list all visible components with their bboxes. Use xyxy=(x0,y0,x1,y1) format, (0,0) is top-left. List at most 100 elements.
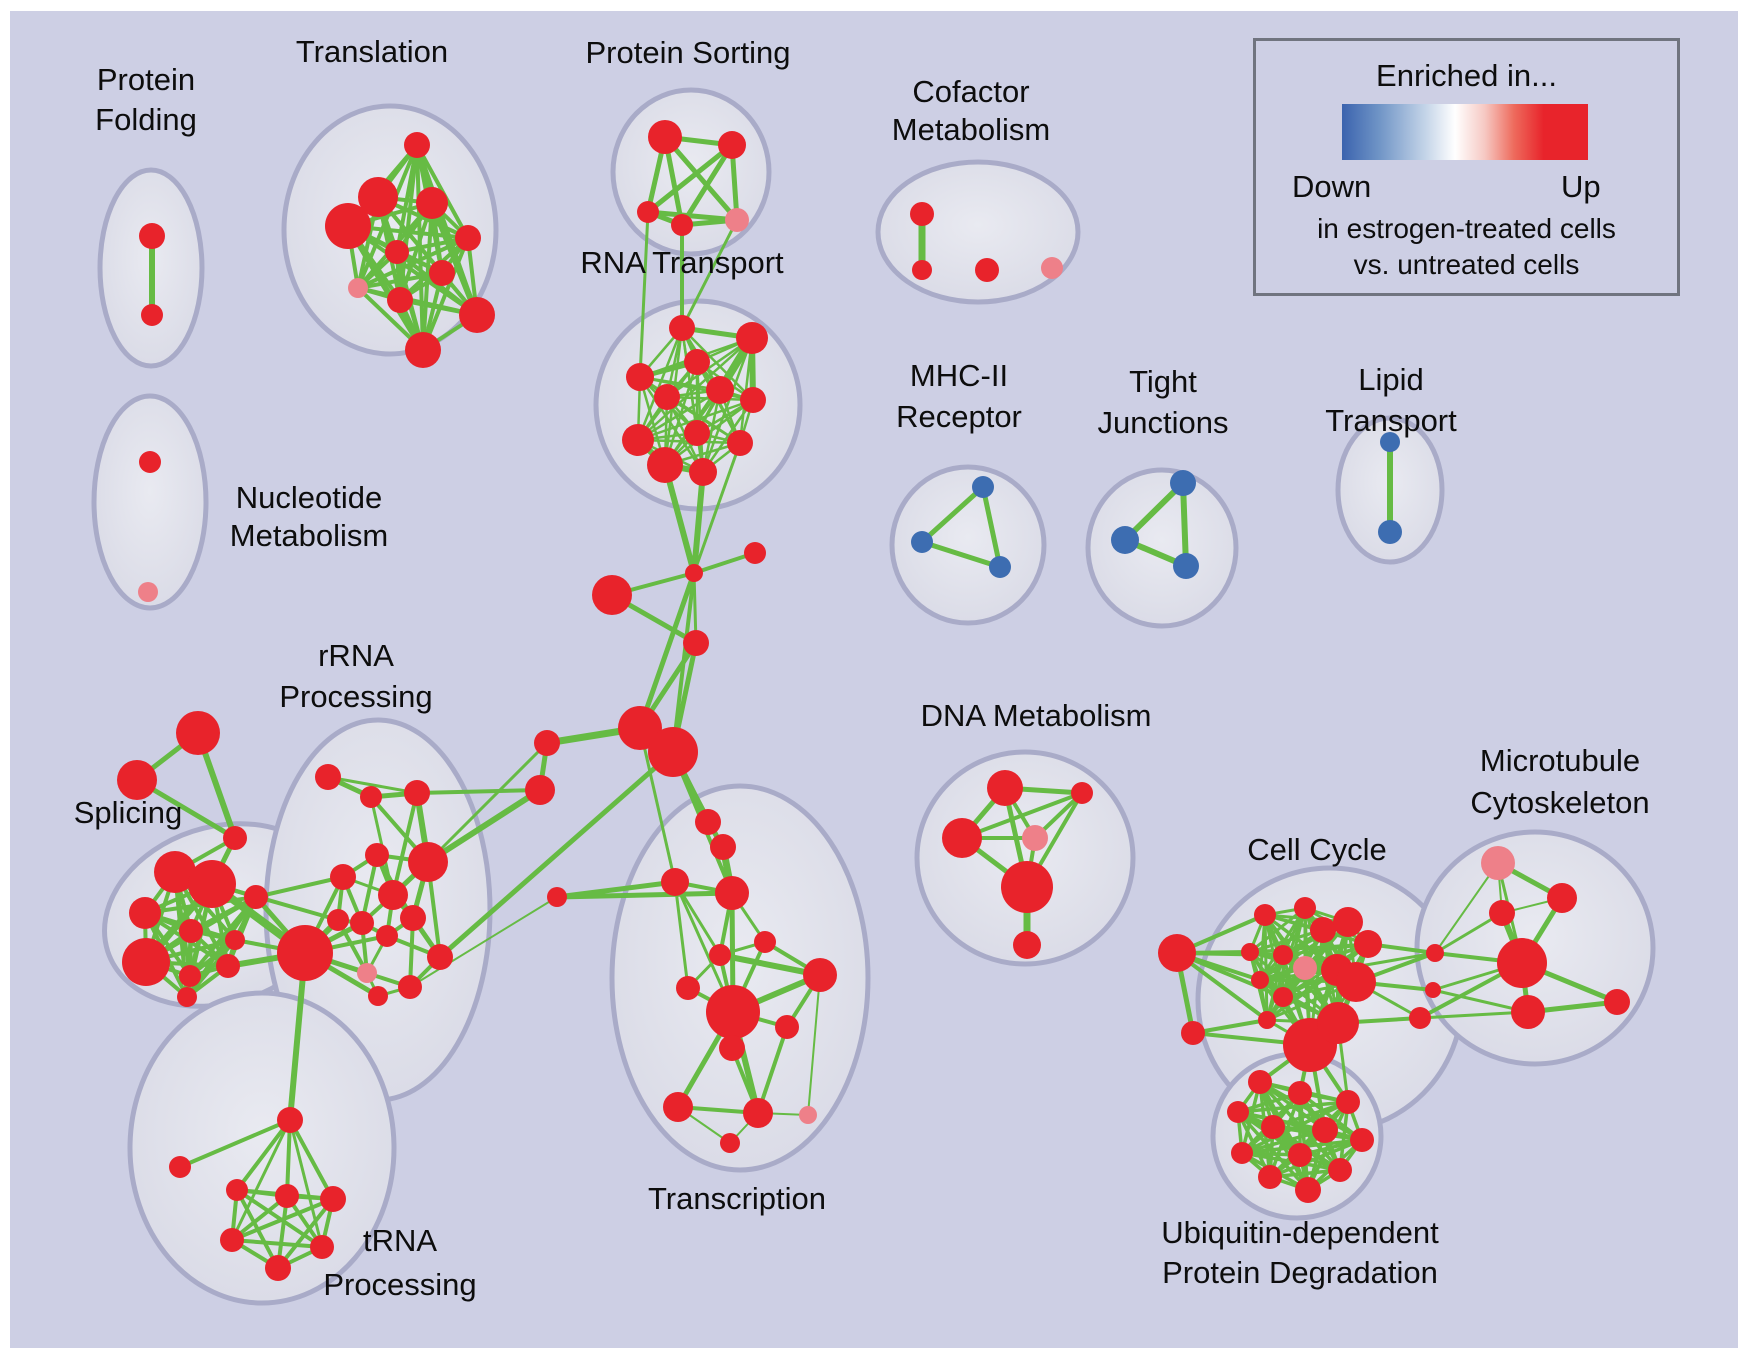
microtubule-label: Cytoskeleton xyxy=(1470,785,1649,820)
edge xyxy=(1180,480,1189,569)
cellcycle-node xyxy=(1354,930,1382,958)
cellcycle-node xyxy=(1317,1002,1359,1044)
translation-node xyxy=(404,132,430,158)
edge xyxy=(345,223,426,353)
ubiquitin-node xyxy=(1328,1158,1352,1182)
splicing-node xyxy=(179,965,201,987)
edge xyxy=(1248,906,1307,954)
cellcycle-node xyxy=(1273,945,1293,965)
rrna-label: rRNA xyxy=(318,638,394,673)
edge xyxy=(276,1197,335,1270)
edge xyxy=(409,896,558,988)
edge xyxy=(415,788,542,795)
trna-node xyxy=(169,1156,191,1178)
protein_sorting-node xyxy=(671,214,693,236)
cellcycle-node xyxy=(1251,971,1269,989)
edge xyxy=(636,326,684,442)
protein_folding-label: Protein xyxy=(97,62,195,97)
cellcycle-node xyxy=(1294,897,1316,919)
edge xyxy=(425,787,543,865)
rna_transport-node xyxy=(727,430,753,456)
translation-node xyxy=(459,297,495,333)
microtubule-node xyxy=(1604,989,1630,1015)
connectors-node xyxy=(685,564,703,582)
edge xyxy=(679,142,735,228)
edge xyxy=(426,741,549,864)
edge xyxy=(919,484,986,545)
edge xyxy=(554,890,735,900)
connectors-node xyxy=(525,775,555,805)
splicing-node xyxy=(122,938,170,986)
transcription-node xyxy=(719,1035,745,1061)
dna-node xyxy=(1001,861,1053,913)
mhc2-node xyxy=(972,476,994,498)
lipid_transport-label: Transport xyxy=(1325,403,1457,438)
lipid_transport-label: Lipid xyxy=(1358,362,1424,397)
edge xyxy=(701,336,754,474)
edge xyxy=(254,875,345,899)
rna_transport-node xyxy=(626,363,654,391)
protein_sorting-node xyxy=(637,201,659,223)
edge xyxy=(638,726,677,884)
tight_junctions-node xyxy=(1173,553,1199,579)
legend-gradient xyxy=(1342,104,1588,160)
edge xyxy=(960,791,1084,840)
edge xyxy=(1191,1018,1269,1035)
connectors-node xyxy=(648,727,698,777)
rrna-node xyxy=(360,786,382,808)
splicing-label: Splicing xyxy=(74,795,183,830)
transcription-node xyxy=(709,944,731,966)
edge xyxy=(637,570,697,731)
connectors-node xyxy=(117,760,157,800)
edge xyxy=(701,398,755,474)
splicing-node xyxy=(177,987,197,1007)
translation-node xyxy=(348,278,368,298)
nucleotide-node xyxy=(139,451,161,473)
ubiquitin-node xyxy=(1312,1117,1338,1143)
dna-ellipse xyxy=(914,749,1136,967)
tight_junctions-label: Tight xyxy=(1129,364,1197,399)
protein_folding-node xyxy=(139,223,165,249)
edge xyxy=(680,218,739,330)
transcription-node xyxy=(803,958,837,992)
trna-node xyxy=(310,1235,334,1259)
protein_sorting-node xyxy=(725,208,749,232)
translation-node xyxy=(405,332,441,368)
splicing-node xyxy=(154,851,196,893)
edge xyxy=(680,326,755,402)
rrna-node xyxy=(378,880,408,910)
legend-title: Enriched in... xyxy=(1376,58,1557,93)
dna-node xyxy=(1071,782,1093,804)
protein_sorting-label: Protein Sorting xyxy=(585,35,790,70)
edge xyxy=(636,398,755,442)
edge xyxy=(807,974,821,1116)
legend-down-label: Down xyxy=(1292,169,1372,204)
connectors-node xyxy=(534,730,560,756)
rna_transport-node xyxy=(669,315,695,341)
ubiquitin-node xyxy=(1258,1165,1282,1189)
microtubule-node xyxy=(1497,938,1547,988)
rrna-node xyxy=(408,842,448,882)
ubiquitin-node xyxy=(1288,1143,1312,1167)
connectors-node xyxy=(1426,944,1444,962)
translation-node xyxy=(385,240,409,264)
translation-node xyxy=(416,187,448,219)
ubiquitin-node xyxy=(1227,1101,1249,1123)
splicing-node xyxy=(188,860,236,908)
edge xyxy=(645,209,740,223)
trna-node xyxy=(275,1184,299,1208)
mhc2-node xyxy=(989,556,1011,578)
dna-node xyxy=(942,818,982,858)
transcription-node xyxy=(743,1098,773,1128)
mhc2-label: MHC-II xyxy=(910,358,1008,393)
trna-node xyxy=(320,1186,346,1212)
edge xyxy=(288,1118,324,1249)
rna_transport-node xyxy=(647,447,683,483)
ubiquitin-node xyxy=(1231,1142,1253,1164)
legend-subtitle-line1: in estrogen-treated cells xyxy=(1317,213,1616,244)
ubiquitin-label: Ubiquitin-dependent xyxy=(1161,1215,1439,1250)
rna_transport-node xyxy=(736,322,768,354)
translation-node xyxy=(387,287,413,313)
